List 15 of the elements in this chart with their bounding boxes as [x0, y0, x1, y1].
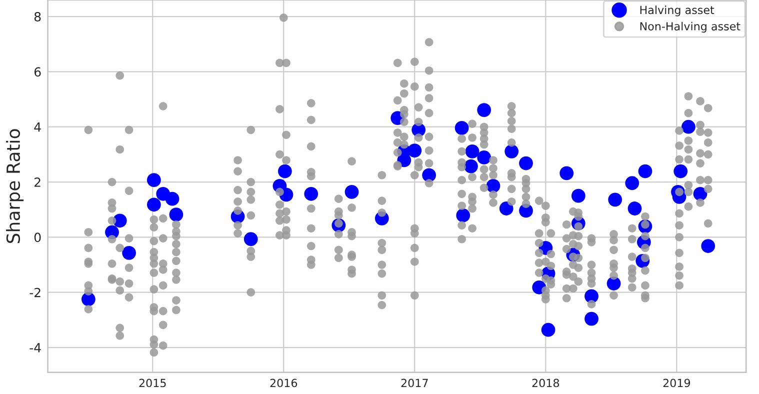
y-tick-label: 8 [34, 12, 41, 22]
legend-label: Non-Halving asset [640, 22, 740, 33]
x-tick-label: 2015 [139, 378, 166, 388]
y-tick-label: 0 [34, 232, 41, 242]
x-tick-label: 2016 [270, 378, 298, 388]
x-tick-label: 2019 [663, 378, 690, 388]
y-tick-label: 6 [34, 67, 41, 77]
y-tick-label: -4 [30, 343, 41, 352]
legend-label: Halving asset [640, 6, 714, 16]
y-tick-label: 2 [34, 178, 40, 187]
y-tick-label: -2 [30, 288, 40, 298]
y-axis-title: Sharpe Ratio [6, 129, 24, 243]
x-tick-label: 2017 [401, 378, 428, 388]
y-tick-label: 4 [34, 122, 41, 132]
x-tick-label: 2018 [532, 378, 560, 388]
